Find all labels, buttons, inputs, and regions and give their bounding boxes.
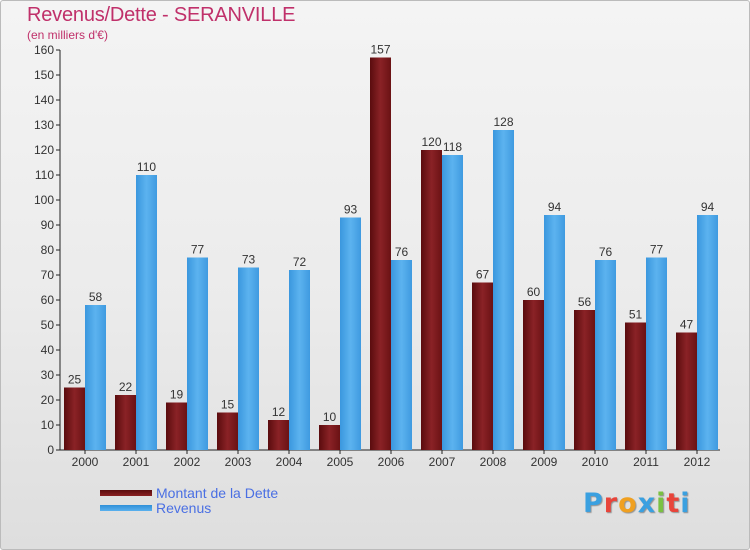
y-tick-label: 140 bbox=[34, 93, 54, 107]
bar-revenus bbox=[85, 305, 106, 450]
data-label-revenus: 118 bbox=[443, 140, 462, 154]
data-label-dette: 47 bbox=[680, 318, 694, 332]
data-label-revenus: 94 bbox=[701, 200, 715, 214]
y-tick-label: 20 bbox=[41, 393, 55, 407]
data-label-revenus: 128 bbox=[493, 115, 513, 129]
bar-dette bbox=[625, 322, 646, 450]
x-tick-label: 2011 bbox=[633, 455, 659, 469]
bar-dette bbox=[166, 402, 187, 450]
data-label-dette: 25 bbox=[68, 373, 82, 387]
chart-title: Revenus/Dette - SERANVILLE bbox=[27, 4, 296, 26]
y-tick-label: 130 bbox=[34, 118, 54, 132]
legend-label-dette: Montant de la Dette bbox=[156, 485, 279, 501]
data-label-revenus: 94 bbox=[548, 200, 562, 214]
data-label-dette: 10 bbox=[323, 410, 337, 424]
data-label-dette: 120 bbox=[421, 135, 441, 149]
legend-label-revenus: Revenus bbox=[156, 500, 212, 516]
bar-revenus bbox=[340, 217, 361, 450]
data-label-revenus: 110 bbox=[137, 160, 156, 174]
bar-revenus bbox=[493, 130, 514, 450]
data-label-revenus: 93 bbox=[344, 203, 358, 217]
y-tick-label: 110 bbox=[35, 168, 54, 182]
y-tick-label: 50 bbox=[41, 318, 55, 332]
bar-revenus bbox=[697, 215, 718, 450]
y-tick-label: 30 bbox=[41, 368, 55, 382]
data-label-dette: 19 bbox=[170, 388, 184, 402]
data-label-dette: 67 bbox=[476, 268, 490, 282]
bar-revenus bbox=[646, 257, 667, 450]
bar-dette bbox=[421, 150, 442, 450]
data-label-dette: 157 bbox=[370, 43, 390, 57]
x-tick-label: 2010 bbox=[582, 455, 609, 469]
data-label-revenus: 73 bbox=[242, 253, 256, 267]
y-tick-label: 10 bbox=[41, 418, 55, 432]
y-tick-label: 40 bbox=[41, 343, 55, 357]
data-label-dette: 12 bbox=[272, 405, 286, 419]
y-tick-label: 70 bbox=[41, 268, 55, 282]
data-label-dette: 15 bbox=[221, 398, 235, 412]
logo-letter: r bbox=[603, 488, 619, 519]
y-tick-label: 60 bbox=[41, 293, 55, 307]
data-label-dette: 60 bbox=[527, 285, 541, 299]
bar-revenus bbox=[595, 260, 616, 450]
bar-revenus bbox=[136, 175, 157, 450]
data-label-revenus: 76 bbox=[599, 245, 613, 259]
x-tick-label: 2012 bbox=[684, 455, 711, 469]
y-tick-label: 90 bbox=[41, 218, 55, 232]
bar-dette bbox=[472, 282, 493, 450]
x-tick-label: 2009 bbox=[531, 455, 558, 469]
bar-dette bbox=[217, 412, 238, 450]
bar-revenus bbox=[289, 270, 310, 450]
data-label-revenus: 72 bbox=[293, 255, 307, 269]
logo-letter: x bbox=[637, 488, 657, 519]
data-label-dette: 56 bbox=[578, 295, 592, 309]
proxiti-logo: Proxiti bbox=[583, 488, 691, 519]
logo-letter: i bbox=[656, 488, 667, 519]
legend-swatch-dette bbox=[100, 490, 152, 496]
y-tick-label: 0 bbox=[47, 443, 54, 457]
x-tick-label: 2000 bbox=[72, 455, 99, 469]
bar-dette bbox=[574, 310, 595, 450]
bar-dette bbox=[370, 57, 391, 450]
bar-dette bbox=[268, 420, 289, 450]
data-label-dette: 51 bbox=[629, 308, 643, 322]
bar-revenus bbox=[391, 260, 412, 450]
x-tick-label: 2008 bbox=[480, 455, 507, 469]
bar-dette bbox=[523, 300, 544, 450]
data-label-revenus: 77 bbox=[650, 243, 664, 257]
bar-dette bbox=[64, 387, 85, 450]
bar-revenus bbox=[544, 215, 565, 450]
bar-revenus bbox=[442, 155, 463, 450]
data-label-revenus: 77 bbox=[191, 243, 205, 257]
y-tick-label: 80 bbox=[41, 243, 55, 257]
data-label-dette: 22 bbox=[119, 380, 133, 394]
bar-chart-plot: 0 10 20 30 40 50 60 70 80 90 100 110 120 130 140 150 160… bbox=[34, 43, 720, 469]
bar-revenus bbox=[238, 267, 259, 450]
bar-dette bbox=[676, 332, 697, 450]
data-label-revenus: 58 bbox=[89, 290, 103, 304]
x-tick-label: 2005 bbox=[327, 455, 354, 469]
x-tick-label: 2007 bbox=[429, 455, 456, 469]
bar-dette bbox=[319, 425, 340, 450]
bar-dette bbox=[115, 395, 136, 450]
x-tick-label: 2006 bbox=[378, 455, 405, 469]
x-tick-label: 2004 bbox=[276, 455, 303, 469]
logo-letter: P bbox=[583, 488, 604, 519]
x-tick-label: 2001 bbox=[123, 455, 150, 469]
bar-revenus bbox=[187, 257, 208, 450]
logo-letter: i bbox=[680, 488, 691, 519]
logo-letter: t bbox=[666, 488, 681, 519]
data-label-revenus: 76 bbox=[395, 245, 409, 259]
y-tick-label: 160 bbox=[34, 43, 54, 57]
x-tick-label: 2002 bbox=[174, 455, 201, 469]
y-tick-label: 120 bbox=[34, 143, 54, 157]
legend-swatch-revenus bbox=[100, 505, 152, 511]
x-tick-label: 2003 bbox=[225, 455, 252, 469]
chart-subtitle: (en milliers d'€) bbox=[27, 28, 108, 42]
y-tick-label: 100 bbox=[34, 193, 54, 207]
logo-letter: o bbox=[618, 488, 638, 519]
y-tick-label: 150 bbox=[34, 68, 54, 82]
